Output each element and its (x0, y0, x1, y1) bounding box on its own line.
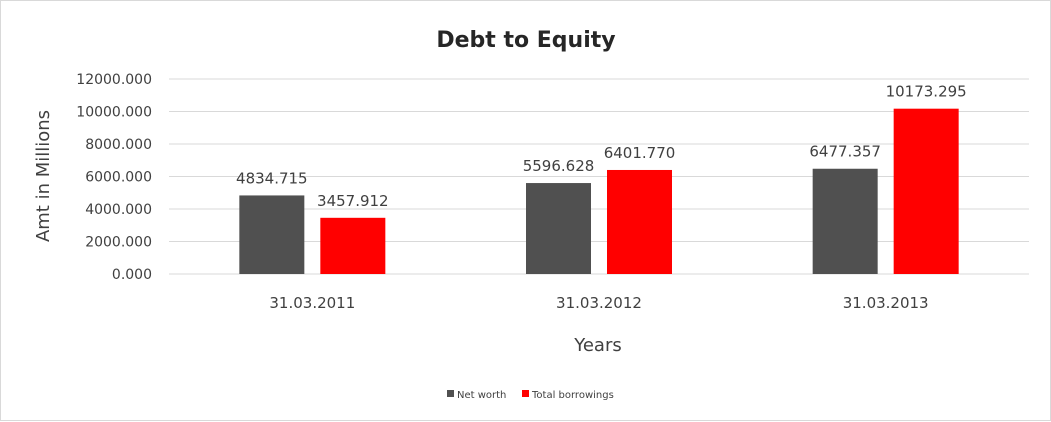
data-labels: 4834.715 3457.912 5596.628 6401.770 6477.357… (236, 83, 967, 210)
chart-title: Debt to Equity (436, 28, 615, 53)
bar-total-borrowings (320, 217, 386, 274)
legend-swatch (447, 390, 454, 397)
x-category-label: 31.03.2013 (843, 294, 929, 312)
bar-net-worth (812, 168, 878, 274)
gridlines (169, 78, 1029, 275)
x-category-label: 31.03.2011 (269, 294, 355, 312)
data-label: 3457.912 (317, 192, 389, 210)
legend-label: Total borrowings (531, 390, 614, 401)
legend: Net worth Total borrowings (447, 390, 614, 401)
data-label: 6401.770 (604, 144, 676, 162)
data-label: 4834.715 (236, 169, 308, 187)
legend-swatch (522, 390, 529, 397)
data-label: 6477.357 (809, 143, 881, 161)
y-tick-label: 6000.000 (85, 170, 152, 186)
y-tick-label: 12000.000 (76, 72, 152, 88)
bar-total-borrowings (893, 108, 959, 274)
y-tick-label: 2000.000 (85, 235, 152, 251)
y-axis-ticks: 0.000 2000.000 4000.000 6000.000 8000.000 100… (76, 72, 152, 283)
y-tick-label: 10000.000 (76, 105, 152, 121)
y-tick-label: 4000.000 (85, 202, 152, 218)
y-axis-title: Amt in Millions (33, 110, 54, 242)
y-tick-label: 0.000 (112, 267, 152, 283)
x-category-label: 31.03.2012 (556, 294, 642, 312)
x-axis-title: Years (573, 335, 622, 356)
bar-net-worth (239, 195, 305, 274)
bars (239, 108, 959, 274)
data-label: 5596.628 (523, 157, 595, 175)
x-axis-categories: 31.03.2011 31.03.2012 31.03.2013 (269, 294, 928, 312)
bar-total-borrowings (607, 169, 672, 274)
data-label: 10173.295 (886, 83, 967, 101)
y-tick-label: 8000.000 (85, 137, 152, 153)
bar-net-worth (526, 183, 591, 274)
legend-label: Net worth (457, 390, 506, 401)
